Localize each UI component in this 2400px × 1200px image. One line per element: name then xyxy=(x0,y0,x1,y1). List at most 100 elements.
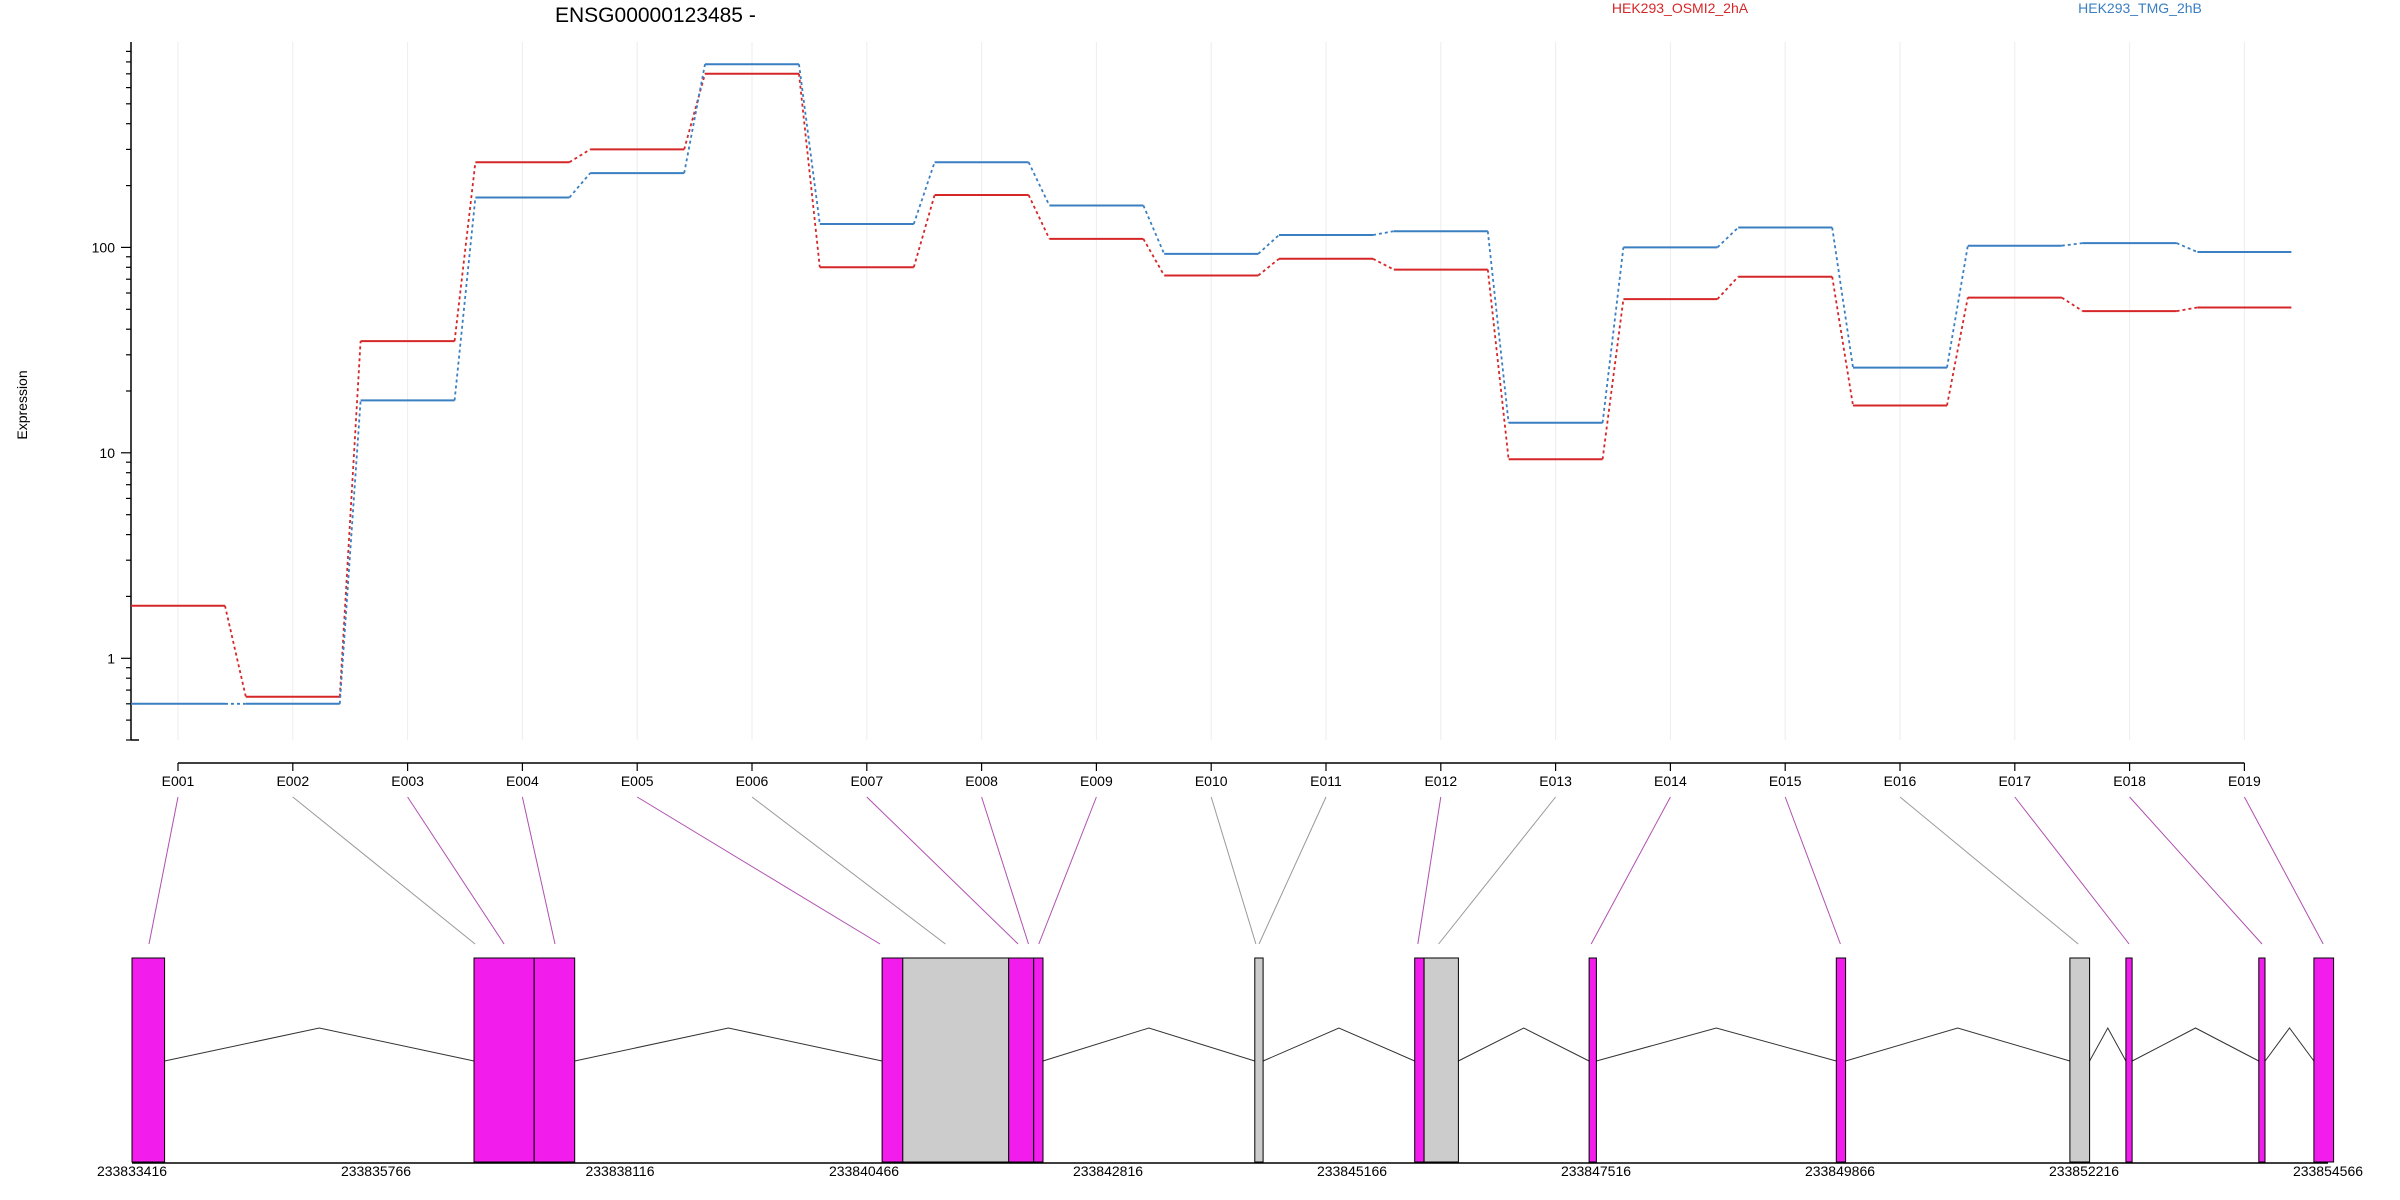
intron-line xyxy=(1596,1027,1837,1062)
series-transition xyxy=(1716,276,1739,300)
y-tick-label: 100 xyxy=(92,239,116,255)
exon-connector xyxy=(981,796,1029,945)
y-tick-label: 10 xyxy=(99,445,115,461)
exon-connector xyxy=(2014,796,2130,945)
exon-connectors xyxy=(148,796,2324,945)
series-transition xyxy=(1601,247,1625,423)
series-transition xyxy=(1946,245,1969,368)
series-transition xyxy=(912,161,936,225)
exon-block xyxy=(2313,957,2335,1163)
intron-line xyxy=(1458,1027,1590,1062)
series-transition xyxy=(338,341,362,697)
coordinate-label: 233840466 xyxy=(829,1163,899,1179)
y-axis-label: Expression xyxy=(14,370,30,439)
coordinate-label: 233845166 xyxy=(1317,1163,1387,1179)
series-transition xyxy=(1372,258,1395,271)
series-transition xyxy=(683,64,706,174)
exon-block xyxy=(1008,957,1035,1163)
exon-label-e007: E007 xyxy=(850,773,883,789)
exon-connector xyxy=(1899,796,2079,945)
exon-label-e015: E015 xyxy=(1769,773,1802,789)
exon-connector xyxy=(751,796,946,945)
exon-label-e001: E001 xyxy=(162,773,195,789)
series-transition xyxy=(1372,230,1394,236)
series-transition xyxy=(2176,306,2198,312)
series-transition xyxy=(683,73,706,150)
exon-connector xyxy=(2129,796,2263,945)
exon-label-e004: E004 xyxy=(506,773,539,789)
series-transition xyxy=(1142,205,1166,255)
series-transition xyxy=(2176,242,2198,253)
series-layer xyxy=(131,63,2292,705)
series-transition xyxy=(1601,298,1625,460)
coordinate-label: 233838116 xyxy=(585,1163,654,1179)
exon-block xyxy=(1033,957,1044,1163)
exon-label-e014: E014 xyxy=(1654,773,1687,789)
exon-label-e019: E019 xyxy=(2228,773,2261,789)
series-transition xyxy=(1142,238,1165,276)
exon-block xyxy=(533,957,576,1163)
series-transition xyxy=(1831,227,1854,368)
series-transition xyxy=(1831,276,1854,406)
y-axis: 1 10 100 xyxy=(92,42,139,741)
series-transition xyxy=(912,194,936,268)
series-transition xyxy=(1257,258,1280,277)
exon-label-e017: E017 xyxy=(1998,773,2031,789)
coordinate-label: 233842816 xyxy=(1073,1163,1143,1179)
exon-connector xyxy=(866,796,1019,945)
exon-connector xyxy=(1417,796,1442,945)
coordinate-label: 233854566 xyxy=(2293,1163,2363,1179)
coordinate-label: 233849866 xyxy=(1805,1163,1875,1179)
intron-line xyxy=(574,1027,883,1062)
legend-entry-hek293_osmi2_2ha: HEK293_OSMI2_2hA xyxy=(1612,0,1749,16)
series-transition xyxy=(798,73,821,268)
series-transition xyxy=(568,148,591,163)
exon-label-e006: E006 xyxy=(736,773,769,789)
exon-connector xyxy=(1258,796,1327,945)
exon-connector xyxy=(1210,796,1257,945)
exon-connector xyxy=(1438,796,1556,945)
intron-line xyxy=(1845,1027,2071,1062)
exon-label-e013: E013 xyxy=(1539,773,1572,789)
exon-connector xyxy=(1038,796,1097,945)
series-transition xyxy=(1716,226,1739,249)
coordinate-label: 233833416 xyxy=(97,1163,167,1179)
exon-block xyxy=(1835,957,1847,1163)
series-transition xyxy=(2061,296,2084,312)
gene-model xyxy=(131,957,2335,1163)
exon-connector xyxy=(2243,796,2324,945)
exon-block xyxy=(473,957,535,1163)
exon-label-e002: E002 xyxy=(276,773,309,789)
exon-block xyxy=(1254,957,1264,1163)
intron-line xyxy=(2089,1026,2127,1062)
exon-label-e005: E005 xyxy=(621,773,654,789)
series-transition xyxy=(453,197,477,401)
exon-block xyxy=(1588,957,1597,1163)
intron-line xyxy=(164,1027,475,1062)
exon-label-e010: E010 xyxy=(1195,773,1228,789)
series-transition xyxy=(1486,269,1510,460)
exon-label-e011: E011 xyxy=(1310,773,1342,789)
grid-lines xyxy=(177,42,2245,740)
legend-entry-hek293_tmg_2hb: HEK293_TMG_2hB xyxy=(2078,0,2202,16)
series-transition xyxy=(1486,231,1510,423)
series-transition xyxy=(338,400,362,704)
series-transition xyxy=(798,64,821,225)
series-transition xyxy=(1027,161,1051,206)
y-tick-label: 1 xyxy=(107,650,115,666)
coordinate-label: 233847516 xyxy=(1561,1163,1631,1179)
exon-label-e008: E008 xyxy=(965,773,998,789)
x-axis: E001 E002 E003 E004 E005 E006 E007 E008 E009 E010… xyxy=(162,762,2261,789)
exon-block xyxy=(2069,957,2091,1163)
series-transition xyxy=(453,162,477,342)
exon-label-e018: E018 xyxy=(2113,773,2146,789)
series-hek293_tmg_2hb xyxy=(131,63,2292,705)
exon-connector xyxy=(407,796,505,945)
coordinate-label: 233852216 xyxy=(2049,1163,2119,1179)
exon-block xyxy=(1423,957,1459,1163)
intron-line xyxy=(1262,1027,1415,1062)
intron-line xyxy=(2131,1027,2260,1062)
chart-title: ENSG00000123485 - xyxy=(555,4,756,27)
legend: HEK293_OSMI2_2hA HEK293_TMG_2hB xyxy=(1612,0,2202,16)
